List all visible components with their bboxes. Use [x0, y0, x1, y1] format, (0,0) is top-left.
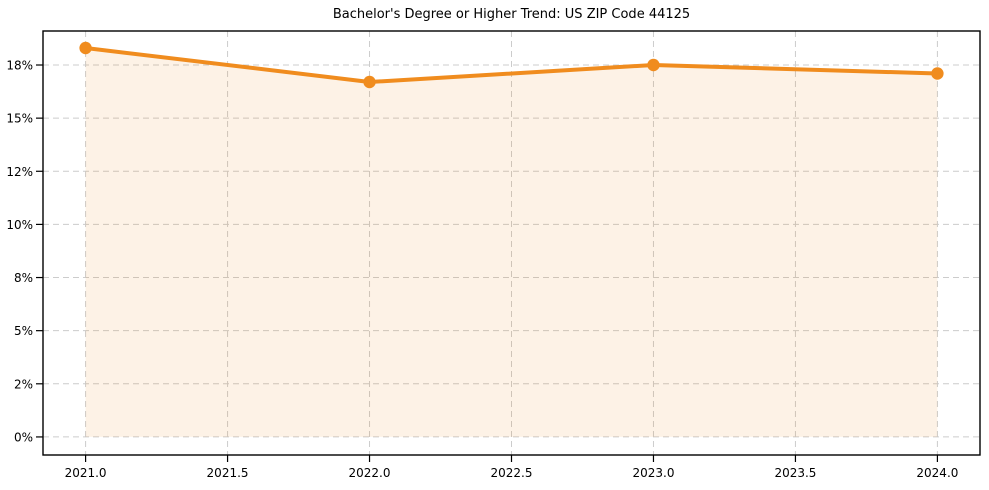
area-fill — [85, 48, 938, 437]
x-tick-label: 2021.5 — [207, 466, 249, 480]
y-tick-label: 10% — [6, 218, 33, 232]
x-tick-label: 2023.5 — [774, 466, 816, 480]
y-tick-label: 2% — [14, 377, 33, 391]
x-tick-label: 2022.5 — [491, 466, 533, 480]
x-tick-label: 2023.0 — [632, 466, 674, 480]
x-tick-label: 2021.0 — [65, 466, 107, 480]
trend-line — [83, 46, 940, 85]
y-tick-label: 15% — [6, 112, 33, 126]
data-point-marker — [931, 67, 944, 80]
data-point-marker — [363, 75, 376, 89]
y-tick-label: 18% — [6, 59, 33, 73]
y-tick-label: 0% — [14, 430, 33, 444]
y-tick-label: 12% — [6, 165, 33, 179]
data-point-marker — [79, 41, 92, 55]
x-tick-label: 2024.0 — [916, 466, 958, 480]
y-tick-label: 8% — [14, 271, 33, 285]
data-point-marker — [647, 58, 660, 72]
y-tick-label: 5% — [14, 324, 33, 338]
x-tick-label: 2022.0 — [349, 466, 391, 480]
chart-title: Bachelor's Degree or Higher Trend: US ZI… — [332, 7, 691, 22]
